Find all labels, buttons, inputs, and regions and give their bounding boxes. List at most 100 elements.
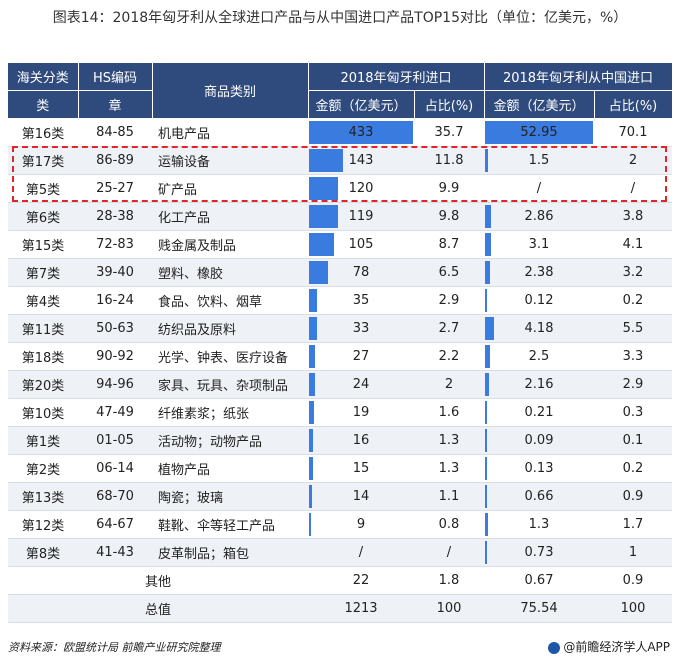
- cell-hs-code: 86-89: [78, 146, 152, 175]
- cell-global-share: 1.3: [414, 426, 484, 455]
- cell-china-share: 0.2: [594, 286, 672, 315]
- cell-global-amount-bar: [309, 121, 413, 144]
- cell-china-amount: 0.13: [484, 454, 594, 483]
- total-row-global-amount: 1213: [308, 594, 414, 623]
- cell-china-share: 0.1: [594, 426, 672, 455]
- cell-global-amount: 27: [308, 342, 414, 371]
- cell-china-share: /: [594, 174, 672, 203]
- header-china-group: 2018年匈牙利从中国进口: [484, 63, 673, 91]
- cell-china-share: 5.5: [594, 314, 672, 343]
- cell-global-amount-label: 433: [348, 125, 374, 140]
- cell-global-share: 11.8: [414, 146, 484, 175]
- cell-global-amount: 9: [308, 510, 414, 539]
- cell-category: 皮革制品；箱包: [152, 538, 308, 567]
- cell-global-amount: /: [308, 538, 414, 567]
- cell-global-amount-label: 14: [352, 489, 370, 504]
- total-row-global-share: 100: [414, 594, 484, 623]
- cell-china-amount-bar: [485, 121, 593, 144]
- cell-hs-code: 50-63: [78, 314, 152, 343]
- total-row-china-amount: 75.54: [484, 594, 594, 623]
- cell-class: 第10类: [8, 398, 78, 427]
- cell-category: 活动物；动物产品: [152, 426, 308, 455]
- cell-china-share: 3.2: [594, 258, 672, 287]
- cell-china-amount-bar: [485, 457, 487, 480]
- cell-china-share: 0.9: [594, 482, 672, 511]
- cell-class: 第12类: [8, 510, 78, 539]
- cell-global-share: 2.7: [414, 314, 484, 343]
- header-global-amount: 金额（亿美元）: [308, 90, 415, 119]
- table-row: 第20类 94-96 家具、玩具、杂项制品 24 2 2.16 2.9: [8, 370, 672, 399]
- cell-china-amount: 0.09: [484, 426, 594, 455]
- cell-global-amount: 78: [308, 258, 414, 287]
- other-row-global-share: 1.8: [414, 566, 484, 595]
- header-china-share: 占比(%): [594, 90, 673, 119]
- cell-global-amount: 120: [308, 174, 414, 203]
- cell-global-amount-label: 35: [352, 293, 370, 308]
- cell-global-share: 6.5: [414, 258, 484, 287]
- cell-china-amount: 3.1: [484, 230, 594, 259]
- table-row: 第5类 25-27 矿产品 120 9.9 / /: [8, 174, 672, 203]
- cell-global-amount-label: 120: [348, 181, 374, 196]
- cell-china-amount: 2.38: [484, 258, 594, 287]
- cell-class: 第15类: [8, 230, 78, 259]
- cell-global-share: 1.6: [414, 398, 484, 427]
- cell-global-amount: 16: [308, 426, 414, 455]
- cell-global-amount-label: 24: [352, 377, 370, 392]
- table-row: 第13类 68-70 陶瓷；玻璃 14 1.1 0.66 0.9: [8, 482, 672, 511]
- cell-class: 第6类: [8, 202, 78, 231]
- cell-china-amount-label: /: [536, 181, 542, 196]
- cell-class: 第16类: [8, 118, 78, 147]
- cell-class: 第18类: [8, 342, 78, 371]
- cell-china-share: 4.1: [594, 230, 672, 259]
- cell-global-amount-bar: [309, 177, 338, 200]
- cell-global-amount-bar: [309, 429, 313, 452]
- header-china-amount: 金额（亿美元）: [484, 90, 595, 119]
- cell-class: 第8类: [8, 538, 78, 567]
- cell-global-amount-bar: [309, 233, 334, 256]
- cell-hs-code: 01-05: [78, 426, 152, 455]
- cell-china-amount-bar: [485, 317, 494, 340]
- table-row: 第12类 64-67 鞋靴、伞等轻工产品 9 0.8 1.3 1.7: [8, 510, 672, 539]
- table-row: 第8类 41-43 皮革制品；箱包 / / 0.73 1: [8, 538, 672, 567]
- cell-china-amount-bar: [485, 149, 488, 172]
- cell-china-amount-label: 0.09: [524, 433, 554, 448]
- cell-category: 贱金属及制品: [152, 230, 308, 259]
- cell-class: 第20类: [8, 370, 78, 399]
- cell-category: 机电产品: [152, 118, 308, 147]
- cell-china-amount-bar: [485, 373, 489, 396]
- table-row: 第16类 84-85 机电产品 433 35.7 52.95 70.1: [8, 118, 672, 147]
- cell-global-share: /: [414, 538, 484, 567]
- cell-china-amount-label: 2.38: [524, 265, 554, 280]
- cell-global-amount-label: 15: [352, 461, 370, 476]
- cell-category: 陶瓷；玻璃: [152, 482, 308, 511]
- cell-hs-code: 47-49: [78, 398, 152, 427]
- cell-category: 塑料、橡胶: [152, 258, 308, 287]
- cell-global-amount-label: 143: [348, 153, 374, 168]
- header-category: 商品类别: [152, 63, 309, 119]
- cell-china-share: 1.7: [594, 510, 672, 539]
- cell-global-amount-bar: [309, 513, 311, 536]
- cell-china-amount: 0.66: [484, 482, 594, 511]
- cell-global-amount-label: 19: [352, 405, 370, 420]
- table-row: 第6类 28-38 化工产品 119 9.8 2.86 3.8: [8, 202, 672, 231]
- cell-category: 纺织品及原料: [152, 314, 308, 343]
- cell-global-amount-bar: [309, 149, 343, 172]
- cell-global-amount-label: 78: [352, 265, 370, 280]
- cell-china-share: 3.3: [594, 342, 672, 371]
- cell-china-amount-label: 2.86: [524, 209, 554, 224]
- cell-global-amount-bar: [309, 289, 317, 312]
- cell-global-amount: 35: [308, 286, 414, 315]
- cell-global-amount-label: 119: [348, 209, 374, 224]
- cell-global-amount: 433: [308, 118, 414, 147]
- table-row: 第7类 39-40 塑料、橡胶 78 6.5 2.38 3.2: [8, 258, 672, 287]
- table-row: 第17类 86-89 运输设备 143 11.8 1.5 2: [8, 146, 672, 175]
- import-comparison-table: 海关分类 HS编码 商品类别 2018年匈牙利进口 2018年匈牙利从中国进口 …: [8, 63, 673, 623]
- cell-class: 第11类: [8, 314, 78, 343]
- cell-china-amount: 1.5: [484, 146, 594, 175]
- cell-global-amount: 33: [308, 314, 414, 343]
- chart-title: 图表14：2018年匈牙利从全球进口产品与从中国进口产品TOP15对比（单位：亿…: [52, 10, 628, 26]
- cell-category: 运输设备: [152, 146, 308, 175]
- cell-china-amount-label: 0.21: [524, 405, 554, 420]
- cell-global-amount-label: 9: [356, 517, 366, 532]
- cell-hs-code: 41-43: [78, 538, 152, 567]
